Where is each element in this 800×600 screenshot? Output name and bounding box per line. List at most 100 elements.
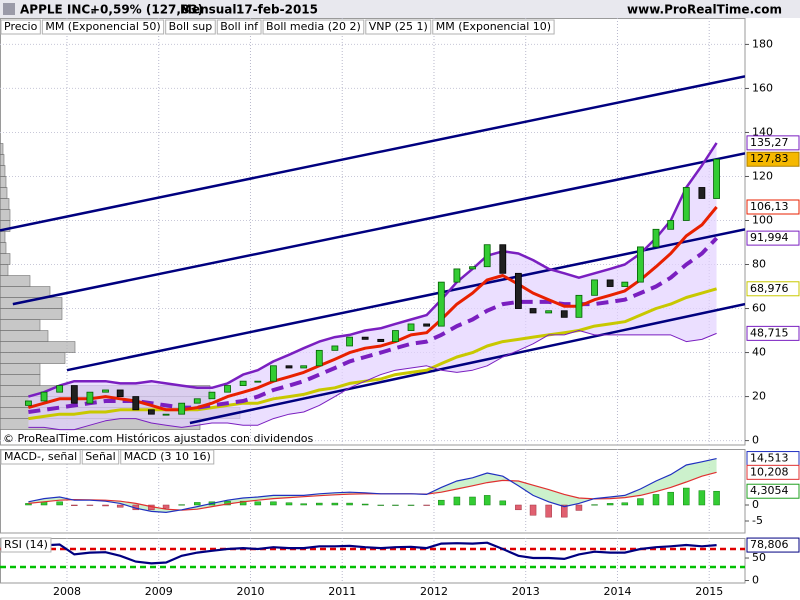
legend-box	[262, 19, 365, 35]
candle	[162, 413, 170, 416]
volume-profile-bar	[0, 143, 4, 155]
x-tick-label: 2012	[420, 585, 448, 598]
candle	[300, 365, 308, 369]
legend-box	[81, 449, 120, 465]
candle	[270, 365, 277, 382]
header-site: www.ProRealTime.com	[627, 3, 782, 17]
last-value-box	[746, 135, 800, 151]
candle	[469, 266, 476, 270]
candle	[56, 385, 64, 393]
candle	[621, 281, 629, 287]
volume-profile-bar	[0, 264, 9, 276]
volume-profile-bar	[0, 330, 49, 342]
candle	[545, 310, 553, 314]
candle	[483, 244, 491, 268]
legend-box	[0, 19, 41, 35]
legend-entry: MACD-, señal	[4, 450, 77, 463]
macd-line	[28, 458, 717, 514]
panel-labels: 0 20 40 60 80 100 120 140 160 180 © ProRealTime.co…	[0, 19, 800, 447]
volume-profile-bar	[0, 363, 41, 375]
histogram-bar	[438, 499, 445, 506]
header-bar	[0, 0, 800, 18]
source-note: © ProRealTime.com Históricos ajustados c…	[3, 432, 314, 445]
candle	[575, 294, 583, 318]
legend-box	[165, 19, 216, 35]
header-change: +0,59% (127,83)	[90, 3, 203, 17]
legend-entry: Boll inf	[220, 20, 259, 33]
x-tick-label: 2011	[328, 585, 356, 598]
header-icon	[3, 3, 15, 15]
last-value-label: 91,994	[750, 231, 789, 244]
rsi-line	[28, 541, 717, 565]
candle	[193, 398, 201, 404]
y-tick-label: 50	[752, 551, 766, 564]
x-tick-label: 2015	[695, 585, 723, 598]
macd-signal-area	[28, 458, 717, 513]
histogram-bar	[300, 503, 307, 506]
histogram-bar	[515, 504, 522, 511]
histogram-bar	[575, 504, 583, 511]
histogram-bar	[499, 500, 507, 506]
last-value-box	[746, 537, 800, 553]
histogram-bar	[194, 502, 201, 506]
candle	[132, 396, 140, 411]
header-title: APPLE INC.	[20, 3, 95, 17]
candle	[698, 187, 706, 199]
histogram-bar	[392, 504, 399, 506]
legend-box	[0, 449, 81, 465]
panel-labels: -5 0 MACD-, señal Señal MACD (3 10 16) 14,513…	[0, 449, 800, 527]
histogram-bar	[377, 504, 385, 506]
legend-box	[432, 19, 555, 35]
candle	[208, 391, 216, 400]
last-value-label: 127,83	[750, 152, 789, 165]
candle	[499, 244, 507, 274]
last-value-label: 4,3054	[750, 484, 789, 497]
histogram-bar	[71, 504, 78, 506]
last-value-label: 48,715	[750, 326, 789, 339]
candle	[407, 323, 415, 331]
candle	[529, 308, 537, 314]
histogram-bar	[621, 502, 629, 506]
y-tick-label: 40	[752, 346, 766, 359]
volume-profile-bar	[0, 308, 63, 320]
x-tick-label: 2013	[512, 585, 540, 598]
legend-entry: Boll sup	[169, 20, 213, 33]
legend-entry: VNP (25 1)	[369, 20, 428, 33]
last-value-box	[746, 230, 800, 246]
candle	[315, 349, 323, 367]
histogram-bar	[162, 504, 170, 509]
histogram-bar	[667, 491, 674, 506]
candle	[637, 246, 644, 283]
histogram-bar	[270, 501, 277, 506]
x-tick-label: 2009	[145, 585, 173, 598]
legend-entry: RSI (14)	[4, 538, 48, 551]
legend-box	[41, 19, 165, 35]
volume-profile-bar	[0, 341, 76, 353]
histogram-bar	[453, 496, 461, 506]
histogram-bar	[423, 504, 430, 506]
y-tick-label: -5	[752, 514, 763, 527]
last-value-box	[746, 199, 800, 215]
indicator-line	[28, 330, 717, 431]
volume-profile-bar	[0, 253, 11, 265]
histogram-bar	[254, 501, 262, 506]
histogram-bar	[483, 495, 491, 506]
histogram-bar	[637, 498, 644, 506]
panel-frame	[0, 538, 746, 584]
volume-profile-bar	[0, 198, 10, 210]
plot-area	[0, 18, 745, 445]
candle	[682, 187, 690, 221]
candle	[713, 158, 720, 199]
volume-profile-bar	[0, 242, 7, 254]
indicator-line	[27, 206, 718, 412]
candle	[70, 385, 78, 404]
candle	[560, 310, 568, 318]
y-tick-label: 100	[752, 213, 773, 226]
candle	[178, 402, 186, 415]
candle	[514, 272, 522, 309]
legend-entry: Señal	[85, 450, 116, 463]
last-value-label: 135,27	[750, 136, 789, 149]
y-tick-label: 140	[752, 125, 773, 138]
bollinger-band	[28, 142, 717, 430]
candle	[285, 365, 293, 369]
